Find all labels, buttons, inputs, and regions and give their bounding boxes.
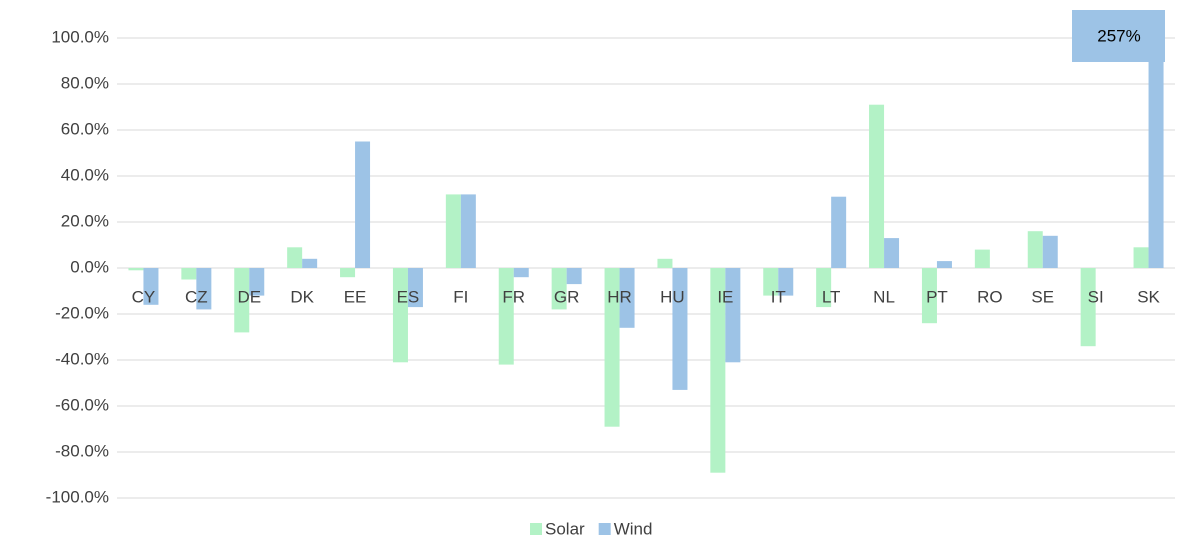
bar xyxy=(445,194,461,268)
bar xyxy=(1148,38,1164,268)
x-tick-label: FI xyxy=(453,287,468,306)
legend-swatch xyxy=(598,523,611,535)
x-tick-label: HU xyxy=(660,287,685,306)
y-tick-label: -20.0% xyxy=(55,303,109,322)
x-tick-label: SE xyxy=(1031,287,1054,306)
y-tick-label: 0.0% xyxy=(70,257,109,276)
x-tick-label: RO xyxy=(977,287,1003,306)
y-tick-label: -100.0% xyxy=(46,487,109,506)
x-tick-label: DE xyxy=(237,287,261,306)
y-tick-label: 40.0% xyxy=(61,165,109,184)
y-tick-label: 60.0% xyxy=(61,119,109,138)
bar xyxy=(1027,231,1043,268)
x-tick-label: SK xyxy=(1137,287,1160,306)
y-tick-label: -60.0% xyxy=(55,395,109,414)
x-tick-label: LT xyxy=(822,287,841,306)
bar xyxy=(460,194,476,268)
bar xyxy=(181,268,197,280)
x-tick-label: ES xyxy=(397,287,420,306)
bar xyxy=(498,268,514,365)
bar xyxy=(513,268,529,278)
bar xyxy=(657,258,673,268)
x-tick-label: HR xyxy=(607,287,632,306)
bar xyxy=(763,268,779,296)
y-tick-label: -40.0% xyxy=(55,349,109,368)
x-tick-label: DK xyxy=(290,287,314,306)
bar xyxy=(725,268,741,363)
y-tick-label: -80.0% xyxy=(55,441,109,460)
legend-label: Wind xyxy=(614,519,653,538)
bar xyxy=(287,247,303,268)
bar xyxy=(921,268,937,324)
bar xyxy=(392,268,408,363)
bar xyxy=(340,268,356,278)
x-tick-label: IE xyxy=(717,287,733,306)
x-tick-label: FR xyxy=(502,287,525,306)
x-tick-label: EE xyxy=(344,287,367,306)
bar xyxy=(234,268,250,333)
bar xyxy=(974,249,990,268)
x-tick-label: IT xyxy=(771,287,786,306)
bar xyxy=(869,104,885,268)
bar xyxy=(710,268,726,473)
bar xyxy=(778,268,794,296)
bar xyxy=(831,196,847,268)
bar xyxy=(566,268,582,285)
bar xyxy=(672,268,688,390)
bar xyxy=(302,258,318,268)
bar xyxy=(1042,235,1058,268)
y-tick-label: 80.0% xyxy=(61,73,109,92)
bar xyxy=(407,268,423,308)
bar xyxy=(884,238,900,268)
bar xyxy=(128,268,144,271)
legend-label: Solar xyxy=(545,519,585,538)
bar xyxy=(196,268,212,310)
bar xyxy=(604,268,620,427)
bar xyxy=(143,268,159,305)
bar xyxy=(619,268,635,328)
bar xyxy=(249,268,265,296)
bar xyxy=(355,141,371,268)
bar xyxy=(816,268,832,308)
bar xyxy=(1133,247,1149,268)
data-label-box xyxy=(1072,10,1165,62)
y-tick-label: 20.0% xyxy=(61,211,109,230)
legend-swatch xyxy=(530,523,542,535)
bar xyxy=(551,268,567,310)
data-label: 257% xyxy=(1097,26,1140,45)
bar xyxy=(1080,268,1096,347)
plot-area xyxy=(128,38,1164,473)
x-tick-label: CZ xyxy=(185,287,208,306)
x-tick-label: SI xyxy=(1088,287,1104,306)
x-tick-label: GR xyxy=(554,287,580,306)
bar xyxy=(936,261,952,268)
x-tick-label: CY xyxy=(132,287,156,306)
y-tick-label: 100.0% xyxy=(51,27,109,46)
x-tick-label: PT xyxy=(926,287,948,306)
x-tick-label: NL xyxy=(873,287,895,306)
